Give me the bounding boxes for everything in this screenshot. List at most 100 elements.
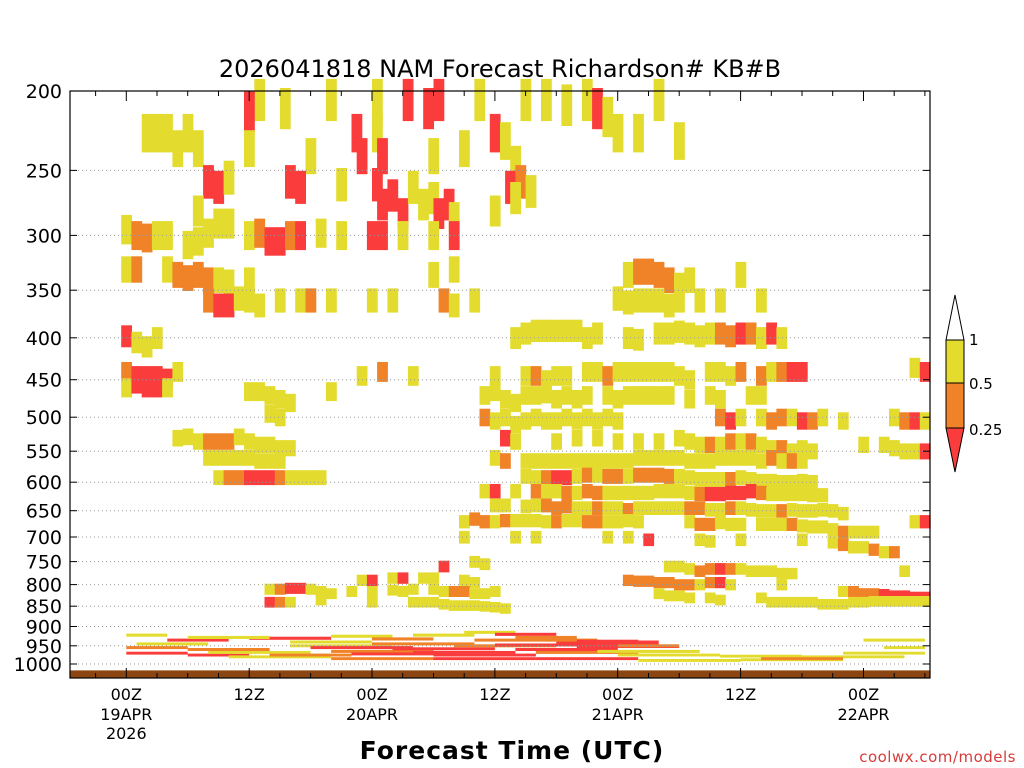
heatmap-cell [633, 386, 644, 405]
heatmap-cell [274, 470, 286, 486]
heatmap-cell [766, 450, 777, 466]
heatmap-cell [622, 386, 634, 405]
heatmap-cell [141, 378, 153, 398]
heatmap-cell [909, 515, 921, 529]
heatmap-cell [162, 256, 173, 283]
heatmap-cell [919, 596, 931, 607]
heatmap-band [474, 638, 577, 642]
heatmap-cell [756, 288, 767, 313]
heatmap-cell [541, 515, 552, 529]
heatmap-cell [684, 370, 696, 390]
heatmap-cell [653, 501, 665, 515]
heatmap-cell [899, 412, 911, 430]
heatmap-cell [274, 390, 286, 409]
heatmap-cell [919, 412, 931, 430]
heatmap-cell [684, 433, 696, 450]
heatmap-cell [489, 366, 501, 386]
heatmap-cell [551, 515, 562, 529]
heatmap-band [290, 640, 372, 644]
x-tick-date-label: 20APR [346, 705, 398, 724]
heatmap-cell [571, 390, 583, 409]
heatmap-cell [520, 78, 532, 122]
heatmap-cell [756, 386, 767, 405]
heatmap-cell [602, 515, 614, 529]
heatmap-cell [428, 572, 440, 584]
heatmap-cell [786, 443, 798, 460]
heatmap-cell [756, 408, 767, 427]
heatmap-cell [541, 470, 552, 486]
heatmap-cell [889, 546, 900, 559]
heatmap-band [290, 644, 393, 648]
heatmap-cell [622, 485, 634, 501]
heatmap-cell [745, 433, 757, 450]
heatmap-cell [438, 560, 450, 573]
heatmap-band [228, 655, 332, 659]
heatmap-cell [653, 78, 665, 122]
heatmap-cell [387, 572, 399, 584]
heatmap-cell [223, 470, 235, 486]
heatmap-band [331, 649, 434, 653]
heatmap-cell [581, 408, 593, 427]
heatmap-cell [172, 261, 184, 288]
heatmap-cell [796, 533, 808, 547]
heatmap-cell [889, 596, 900, 607]
heatmap-cell [366, 288, 378, 313]
heatmap-cell [356, 574, 368, 586]
heatmap-cell [182, 230, 194, 260]
y-tick-label: 400 [26, 328, 62, 350]
heatmap-cell [756, 517, 767, 531]
heatmap-cell [285, 165, 296, 199]
heatmap-cell [372, 168, 383, 202]
y-tick-label: 700 [26, 527, 62, 549]
heatmap-cell [653, 288, 665, 313]
heatmap-cell [622, 453, 634, 469]
heatmap-cell [459, 586, 470, 597]
heatmap-cell [612, 501, 624, 515]
heatmap-cell [561, 514, 573, 528]
heatmap-cell [674, 320, 685, 343]
heatmap-cell [530, 453, 542, 469]
x-tick-label: 12Z [479, 685, 510, 704]
heatmap-cell [868, 588, 880, 600]
heatmap-cell [745, 484, 757, 499]
chart-title: 2026041818 NAM Forecast Richardson# KB#B [219, 55, 781, 83]
heatmap-cell [715, 450, 726, 466]
heatmap-cell [684, 453, 696, 469]
x-tick-date-label: 22APR [837, 705, 889, 724]
heatmap-cell [776, 579, 788, 591]
heatmap-cell [674, 468, 685, 484]
heatmap-band [494, 632, 557, 636]
y-tick-label: 750 [26, 552, 62, 574]
heatmap-cell [192, 130, 204, 168]
heatmap-cell [121, 256, 132, 283]
heatmap-cell [274, 227, 286, 256]
heatmap-cell [878, 596, 890, 607]
heatmap-cell [305, 470, 317, 486]
heatmap-cell [459, 130, 470, 168]
heatmap-cell [756, 485, 767, 501]
heatmap-cell [233, 450, 245, 466]
heatmap-cell [725, 433, 736, 450]
heatmap-cell [151, 221, 163, 251]
heatmap-cell [254, 78, 266, 122]
heatmap-cell [182, 428, 194, 446]
heatmap-cell [766, 565, 777, 577]
heatmap-cell [817, 503, 829, 517]
heatmap-cell [141, 113, 153, 153]
heatmap-band [515, 635, 577, 639]
heatmap-cell [725, 412, 736, 430]
heatmap-cell [663, 560, 675, 573]
heatmap-cell [561, 319, 573, 342]
heatmap-cell [592, 485, 603, 501]
heatmap-cell [786, 408, 798, 427]
heatmap-cell [551, 453, 562, 469]
heatmap-cell [500, 453, 511, 469]
heatmap-cell [756, 453, 767, 469]
heatmap-cell [919, 362, 931, 382]
heatmap-cell [694, 325, 706, 348]
heatmap-cell [428, 221, 440, 251]
heatmap-cell [500, 603, 511, 614]
ground-layer [70, 670, 930, 678]
